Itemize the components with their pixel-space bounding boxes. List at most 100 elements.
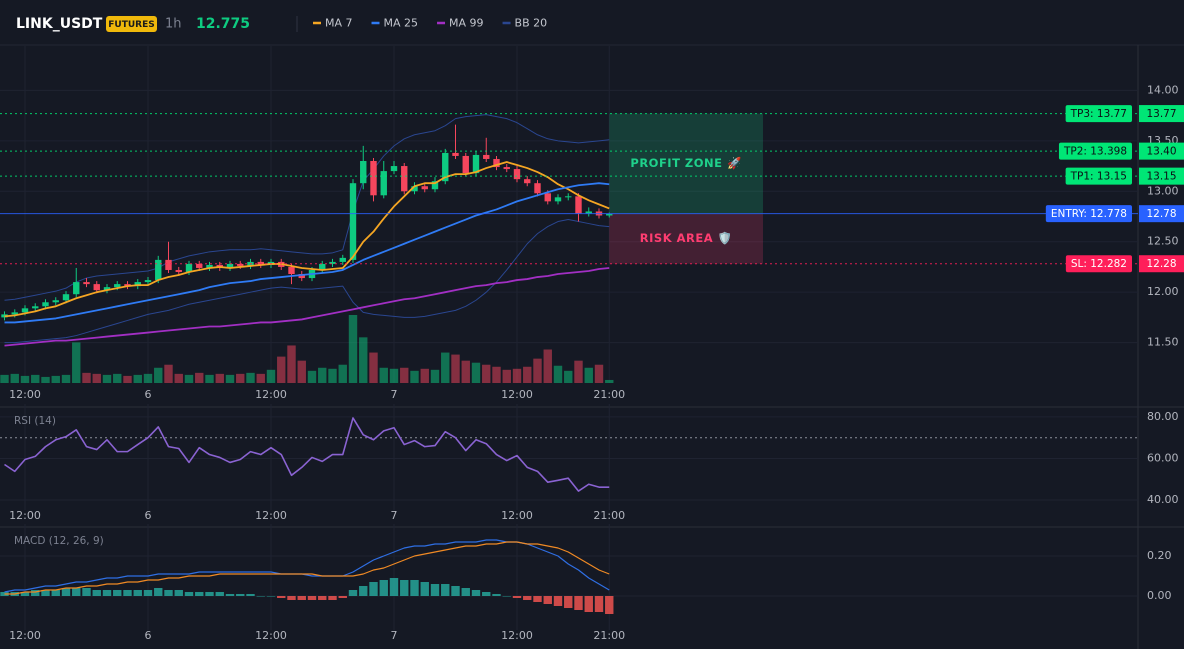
candle-body bbox=[298, 274, 305, 279]
volume-bar bbox=[410, 370, 419, 383]
moving-average bbox=[4, 161, 610, 318]
histogram-bar bbox=[82, 588, 91, 596]
histogram-bar bbox=[410, 580, 419, 596]
volume-bar bbox=[143, 373, 153, 383]
histogram-bar bbox=[574, 596, 583, 610]
volume-bar bbox=[441, 352, 450, 383]
histogram-bar bbox=[266, 596, 276, 597]
candle-body bbox=[606, 213, 613, 216]
histogram-bar bbox=[389, 578, 399, 596]
volume-bar bbox=[328, 368, 337, 383]
histogram-bar bbox=[482, 592, 491, 596]
volume-bar bbox=[430, 369, 440, 383]
candle-body bbox=[493, 158, 500, 168]
candle-body bbox=[524, 179, 531, 184]
volume-bar bbox=[605, 379, 614, 383]
candle-body bbox=[124, 284, 131, 287]
candle-body bbox=[83, 282, 90, 285]
volume-bar bbox=[10, 373, 19, 383]
histogram-bar bbox=[205, 592, 214, 596]
level-value: 13.40 bbox=[1146, 146, 1176, 158]
candle-body bbox=[52, 300, 59, 303]
histogram-bar bbox=[451, 586, 460, 596]
level-value-box bbox=[1139, 167, 1184, 185]
histogram-bar bbox=[430, 584, 440, 596]
histogram-bar bbox=[369, 582, 378, 596]
x-tick-label: 21:00 bbox=[593, 509, 625, 522]
histogram-bar bbox=[400, 580, 409, 596]
candle-body bbox=[42, 302, 49, 307]
candle-body bbox=[472, 154, 480, 174]
volume-bar bbox=[523, 366, 532, 383]
level-label: ENTRY: 12.778 bbox=[1051, 208, 1127, 220]
candle-body bbox=[21, 308, 29, 313]
histogram-bar bbox=[441, 584, 450, 596]
histogram-bar bbox=[420, 582, 429, 596]
pane-title: RSI (14) bbox=[14, 415, 56, 427]
histogram-bar bbox=[328, 596, 337, 600]
legend-label: MA 99 bbox=[449, 17, 484, 30]
x-tick-label: 12:00 bbox=[501, 629, 533, 642]
histogram-bar bbox=[184, 592, 194, 596]
volume-bar bbox=[338, 364, 347, 383]
volume-bar bbox=[92, 373, 101, 383]
level-tag: TP2: 13.398 13.40 bbox=[1058, 142, 1184, 160]
zone-label: RISK AREA 🛡️ bbox=[640, 231, 733, 245]
histogram-bar bbox=[123, 590, 132, 596]
level-label: TP3: 13.77 bbox=[1070, 108, 1127, 120]
histogram-bar bbox=[564, 596, 573, 608]
volume-bar bbox=[102, 374, 112, 383]
level-tag: TP3: 13.77 13.77 bbox=[1065, 105, 1184, 123]
level-value: 12.28 bbox=[1146, 258, 1176, 270]
volume-bar bbox=[256, 373, 265, 383]
zone bbox=[609, 213, 763, 264]
level-value: 13.77 bbox=[1146, 108, 1176, 120]
histogram-bar bbox=[92, 590, 101, 596]
histogram-bar bbox=[143, 590, 153, 596]
zone bbox=[609, 113, 763, 214]
rsi-line bbox=[4, 417, 610, 492]
candle-body bbox=[513, 169, 521, 180]
level-label: TP1: 13.15 bbox=[1070, 171, 1127, 183]
candle-body bbox=[155, 259, 162, 281]
x-tick-label: 12:00 bbox=[9, 509, 41, 522]
x-tick-label: 12:00 bbox=[9, 629, 41, 642]
candle-body bbox=[360, 161, 367, 184]
level-value-box bbox=[1139, 142, 1184, 160]
symbol: LINK_USDT bbox=[16, 16, 103, 32]
market-badge bbox=[106, 16, 157, 32]
x-tick-label: 6 bbox=[145, 388, 152, 401]
x-tick-label: 12:00 bbox=[501, 509, 533, 522]
x-tick-label: 21:00 bbox=[593, 629, 625, 642]
x-tick-label: 12:00 bbox=[255, 388, 287, 401]
volume-bar bbox=[318, 367, 327, 383]
histogram-bar bbox=[307, 596, 317, 600]
candle-body bbox=[206, 264, 213, 268]
volume-bar bbox=[82, 372, 91, 383]
interval: 1h bbox=[165, 17, 182, 32]
volume-bar bbox=[195, 372, 204, 383]
volume-bar bbox=[512, 368, 522, 383]
moving-average bbox=[4, 267, 610, 347]
level-label-box bbox=[1045, 205, 1132, 223]
candle-body bbox=[134, 282, 141, 287]
level-label-box bbox=[1058, 142, 1132, 160]
volume-bar bbox=[20, 375, 30, 383]
last-price: 12.775 bbox=[196, 16, 250, 32]
x-tick-label: 6 bbox=[145, 629, 152, 642]
level-tag: TP1: 13.15 13.15 bbox=[1065, 167, 1184, 185]
x-tick-label: 7 bbox=[391, 388, 398, 401]
histogram-bar bbox=[502, 596, 511, 597]
histogram-bar bbox=[0, 592, 9, 596]
volume-bar bbox=[72, 342, 81, 383]
y-tick-label: 13.00 bbox=[1147, 184, 1179, 197]
histogram-bar bbox=[584, 596, 593, 612]
candle-body bbox=[103, 287, 111, 291]
candle-body bbox=[544, 193, 551, 202]
volume-bar bbox=[246, 372, 255, 383]
volume-bar bbox=[236, 373, 245, 383]
candle-body bbox=[401, 166, 408, 192]
histogram-bar bbox=[318, 596, 327, 600]
histogram-bar bbox=[287, 596, 296, 600]
candle-body bbox=[196, 263, 203, 268]
